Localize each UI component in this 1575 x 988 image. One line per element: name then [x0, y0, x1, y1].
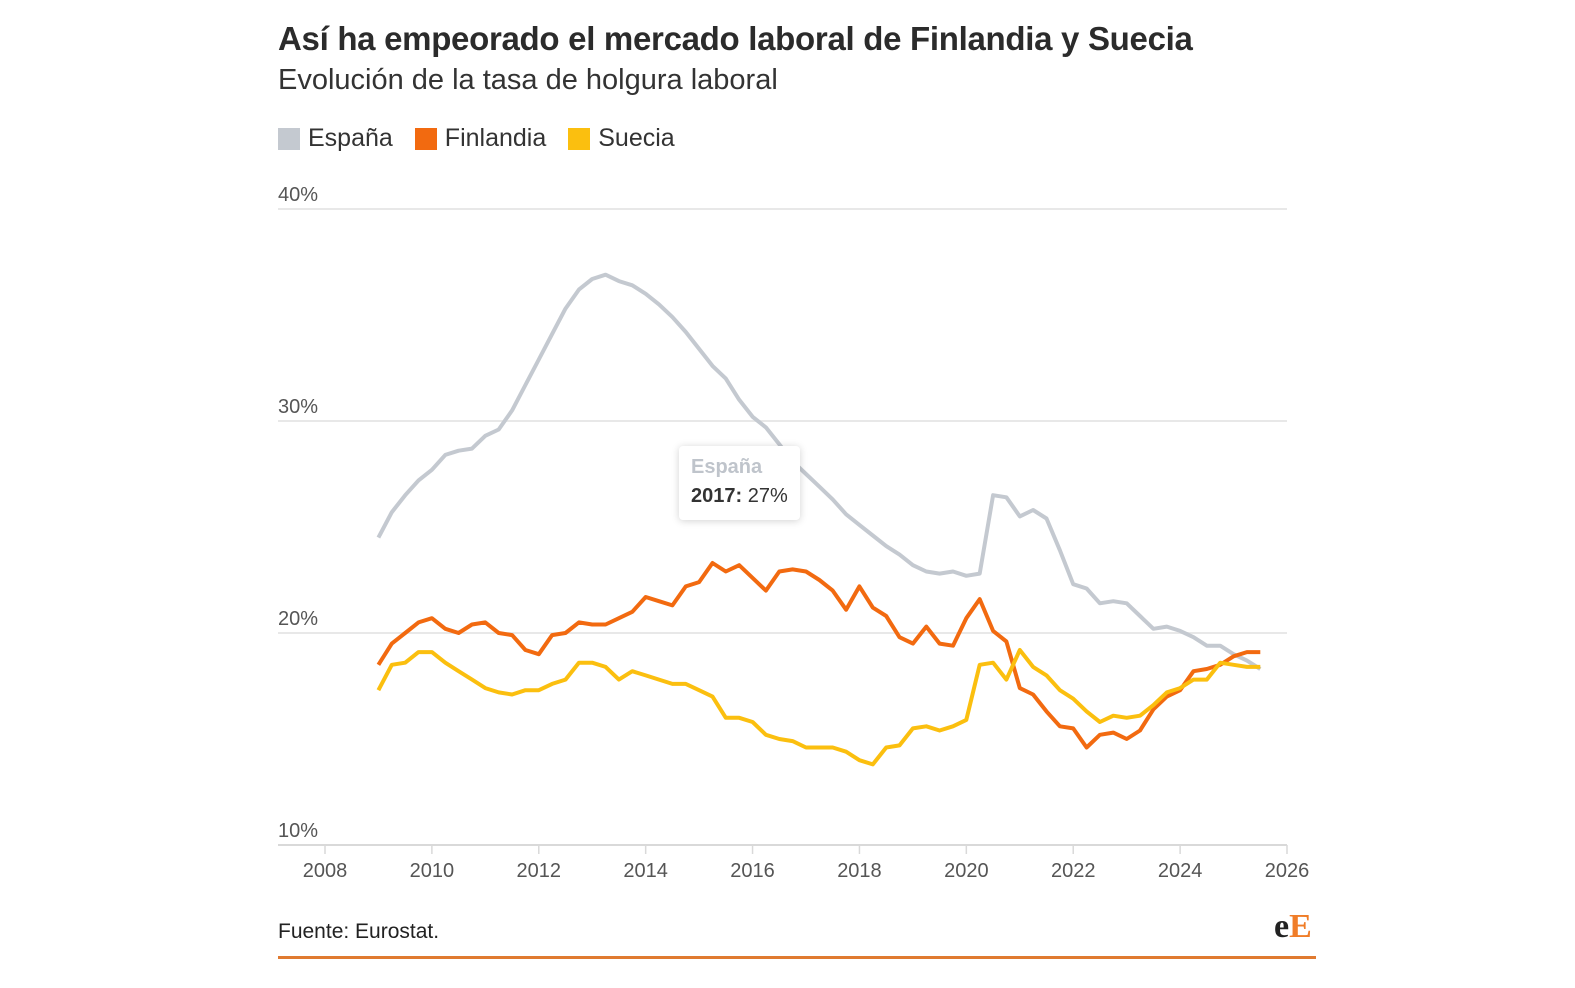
y-tick-label: 30% — [278, 396, 318, 418]
x-tick-label: 2022 — [1051, 860, 1096, 882]
legend: España Finlandia Suecia — [278, 124, 675, 153]
series-line-españa[interactable] — [376, 272, 1262, 671]
series-lines — [376, 272, 1262, 767]
chart-title: Así ha empeorado el mercado laboral de F… — [278, 20, 1193, 57]
legend-swatch-espana — [278, 127, 300, 150]
x-tick-label: 2016 — [730, 860, 775, 882]
tooltip-series: España — [691, 456, 763, 478]
x-tick-label: 2026 — [1265, 860, 1310, 882]
tooltip: España 2017: 27% — [679, 446, 800, 520]
chart-subtitle: Evolución de la tasa de holgura laboral — [278, 64, 778, 96]
y-tick-label: 20% — [278, 608, 318, 630]
legend-label-espana: España — [308, 124, 393, 152]
brand-logo[interactable]: eE — [1274, 908, 1312, 946]
footer-rule — [278, 956, 1316, 959]
legend-swatch-finlandia — [414, 127, 437, 150]
tooltip-year: 2017: — [691, 485, 743, 507]
legend-label-finlandia: Finlandia — [444, 124, 547, 152]
logo-e: e — [1274, 908, 1290, 945]
x-tick-label: 2018 — [837, 860, 882, 882]
x-tick-label: 2008 — [303, 860, 348, 882]
series-line-finlandia[interactable] — [376, 561, 1261, 750]
legend-swatch-suecia — [568, 127, 591, 150]
source-note: Fuente: Eurostat. — [278, 920, 440, 943]
x-tick-label: 2012 — [517, 860, 562, 882]
gridlines — [278, 208, 1287, 846]
x-tick-label: 2010 — [410, 860, 455, 882]
y-tick-label: 10% — [278, 820, 318, 842]
logo-E: E — [1289, 908, 1312, 945]
legend-item-finlandia[interactable]: Finlandia — [414, 124, 547, 153]
x-tick-label: 2014 — [623, 860, 668, 882]
x-tick-label: 2020 — [944, 860, 989, 882]
legend-item-suecia[interactable]: Suecia — [568, 124, 675, 153]
x-tick-label: 2024 — [1158, 860, 1203, 882]
legend-item-espana[interactable]: España — [278, 124, 393, 153]
x-axis-ticks: 2008 2010 2012 2014 2016 2018 2020 2022 2024 2026 — [303, 845, 1310, 882]
y-axis-ticks: 10% 20% 30% 40% — [278, 184, 318, 842]
legend-label-suecia: Suecia — [598, 124, 675, 152]
series-line-suecia[interactable] — [376, 648, 1261, 767]
y-tick-label: 40% — [278, 184, 318, 206]
tooltip-value: 27% — [747, 485, 788, 507]
